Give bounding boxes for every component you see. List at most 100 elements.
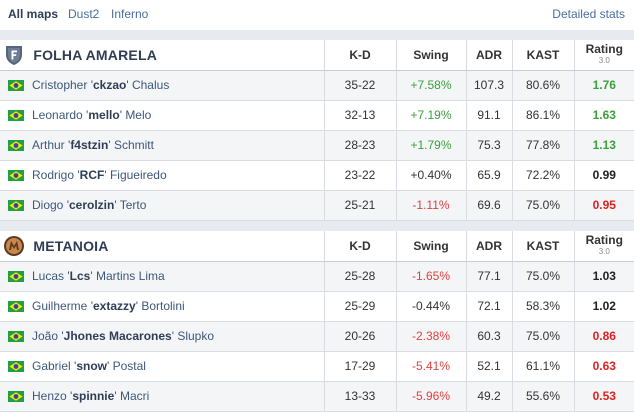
kast-value: 86.1% [511,100,574,131]
swing-header[interactable]: Swing [395,40,466,71]
player-first-name: Lucas ' [32,269,70,283]
table-row: Henzo 'spinnie' Macri 13-33 -5.96% 49.2 … [0,381,634,412]
player-cell[interactable]: Lucas 'Lcs' Martins Lima [0,261,324,292]
table-row: Diogo 'cerolzin' Terto 25-21 -1.11% 69.6… [0,190,634,221]
player-cell[interactable]: Gabriel 'snow' Postal [0,351,324,382]
kd-value: 25-29 [323,291,396,322]
rating-value: 0.95 [573,190,634,221]
player-last-name: ' Postal [106,359,146,373]
rating-label: Rating [585,232,623,247]
team-name[interactable]: FOLHA AMARELA [33,46,158,63]
table-row: João 'Jhones Macarones' Slupko 20-26 -2.… [0,321,634,352]
player-first-name: Arthur ' [32,138,71,152]
adr-header[interactable]: ADR [465,231,512,262]
player-nickname: snow [76,359,107,373]
player-last-name: ' Slupko [171,329,215,343]
map-selector-bar: All maps Dust2 Inferno Detailed stats [0,0,634,30]
kast-value: 75.0% [511,321,574,352]
player-cell[interactable]: Diogo 'cerolzin' Terto [0,190,324,221]
player-last-name: ' Martins Lima [90,269,165,283]
player-nickname: Jhones Macarones [63,329,172,343]
kd-value: 28-23 [323,130,396,161]
brazil-flag-icon [8,200,24,212]
brazil-flag-icon [8,331,24,343]
map-tab-dust2[interactable]: Dust2 [68,7,100,21]
team-stats-table-1: FOLHA AMARELA K-D Swing ADR KAST Rating … [0,40,634,221]
adr-header[interactable]: ADR [465,40,512,71]
rating-header[interactable]: Rating 3.0 [573,231,634,262]
team-header: FOLHA AMARELA [0,40,324,71]
team-name[interactable]: METANOIA [33,237,109,254]
kd-header[interactable]: K-D [323,40,396,71]
rating-header[interactable]: Rating 3.0 [573,40,634,71]
rating-value: 0.99 [573,160,634,191]
kast-value: 75.0% [511,190,574,221]
player-last-name: ' Terto [114,198,147,212]
map-tab-inferno[interactable]: Inferno [111,7,149,21]
brazil-flag-icon [8,391,24,403]
player-cell[interactable]: Arthur 'f4stzin' Schmitt [0,130,324,161]
swing-value: +1.79% [395,130,466,161]
player-cell[interactable]: João 'Jhones Macarones' Slupko [0,321,324,352]
player-first-name: Cristopher ' [32,78,93,92]
swing-header[interactable]: Swing [395,231,466,262]
player-first-name: Gabriel ' [32,359,77,373]
map-tab-all-maps[interactable]: All maps [8,7,59,21]
player-last-name: ' Schmitt [108,138,154,152]
player-cell[interactable]: Rodrigo 'RCF' Figueiredo [0,160,324,191]
player-first-name: João ' [32,329,64,343]
swing-value: +0.40% [395,160,466,191]
kast-value: 61.1% [511,351,574,382]
swing-value: -5.96% [395,381,466,412]
rating-value: 1.13 [573,130,634,161]
player-cell[interactable]: Cristopher 'ckzao' Chalus [0,70,324,101]
adr-value: 107.3 [465,70,512,101]
rating-value: 0.63 [573,351,634,382]
table-row: Leonardo 'mello' Melo 32-13 +7.19% 91.1 … [0,100,634,131]
kast-value: 80.6% [511,70,574,101]
detailed-stats-link[interactable]: Detailed stats [552,7,625,21]
rating-label: Rating [585,41,623,56]
table-row: Rodrigo 'RCF' Figueiredo 23-22 +0.40% 65… [0,160,634,191]
swing-value: +7.58% [395,70,466,101]
swing-value: -5.41% [395,351,466,382]
player-nickname: spinnie [72,389,115,403]
kd-value: 25-28 [323,261,396,292]
kd-value: 17-29 [323,351,396,382]
player-last-name: ' Chalus [126,78,170,92]
player-nickname: f4stzin [70,138,109,152]
player-last-name: ' Melo [119,108,152,122]
kast-value: 55.6% [511,381,574,412]
brazil-flag-icon [8,301,24,313]
folha-amarela-shield-logo-icon [6,45,22,65]
adr-value: 91.1 [465,100,512,131]
brazil-flag-icon [8,170,24,182]
kast-value: 72.2% [511,160,574,191]
rating-version: 3.0 [598,55,610,65]
kast-header[interactable]: KAST [511,231,574,262]
brazil-flag-icon [8,361,24,373]
table-header-row: FOLHA AMARELA K-D Swing ADR KAST Rating … [0,40,634,71]
kast-value: 58.3% [511,291,574,322]
kd-value: 35-22 [323,70,396,101]
player-nickname: RCF [79,168,105,182]
rating-value: 1.03 [573,261,634,292]
player-cell[interactable]: Henzo 'spinnie' Macri [0,381,324,412]
rating-value: 1.02 [573,291,634,322]
player-cell[interactable]: Leonardo 'mello' Melo [0,100,324,131]
table-row: Guilherme 'extazzy' Bortolini 25-29 -0.4… [0,291,634,322]
swing-value: -1.11% [395,190,466,221]
player-first-name: Guilherme ' [32,299,93,313]
swing-value: -1.65% [395,261,466,292]
table-row: Arthur 'f4stzin' Schmitt 28-23 +1.79% 75… [0,130,634,161]
rating-version: 3.0 [598,246,610,256]
table-row: Gabriel 'snow' Postal 17-29 -5.41% 52.1 … [0,351,634,382]
player-first-name: Henzo ' [32,389,73,403]
brazil-flag-icon [8,140,24,152]
player-cell[interactable]: Guilherme 'extazzy' Bortolini [0,291,324,322]
adr-value: 49.2 [465,381,512,412]
kd-header[interactable]: K-D [323,231,396,262]
kast-header[interactable]: KAST [511,40,574,71]
player-nickname: cerolzin [68,198,115,212]
team-header: METANOIA [0,231,324,262]
